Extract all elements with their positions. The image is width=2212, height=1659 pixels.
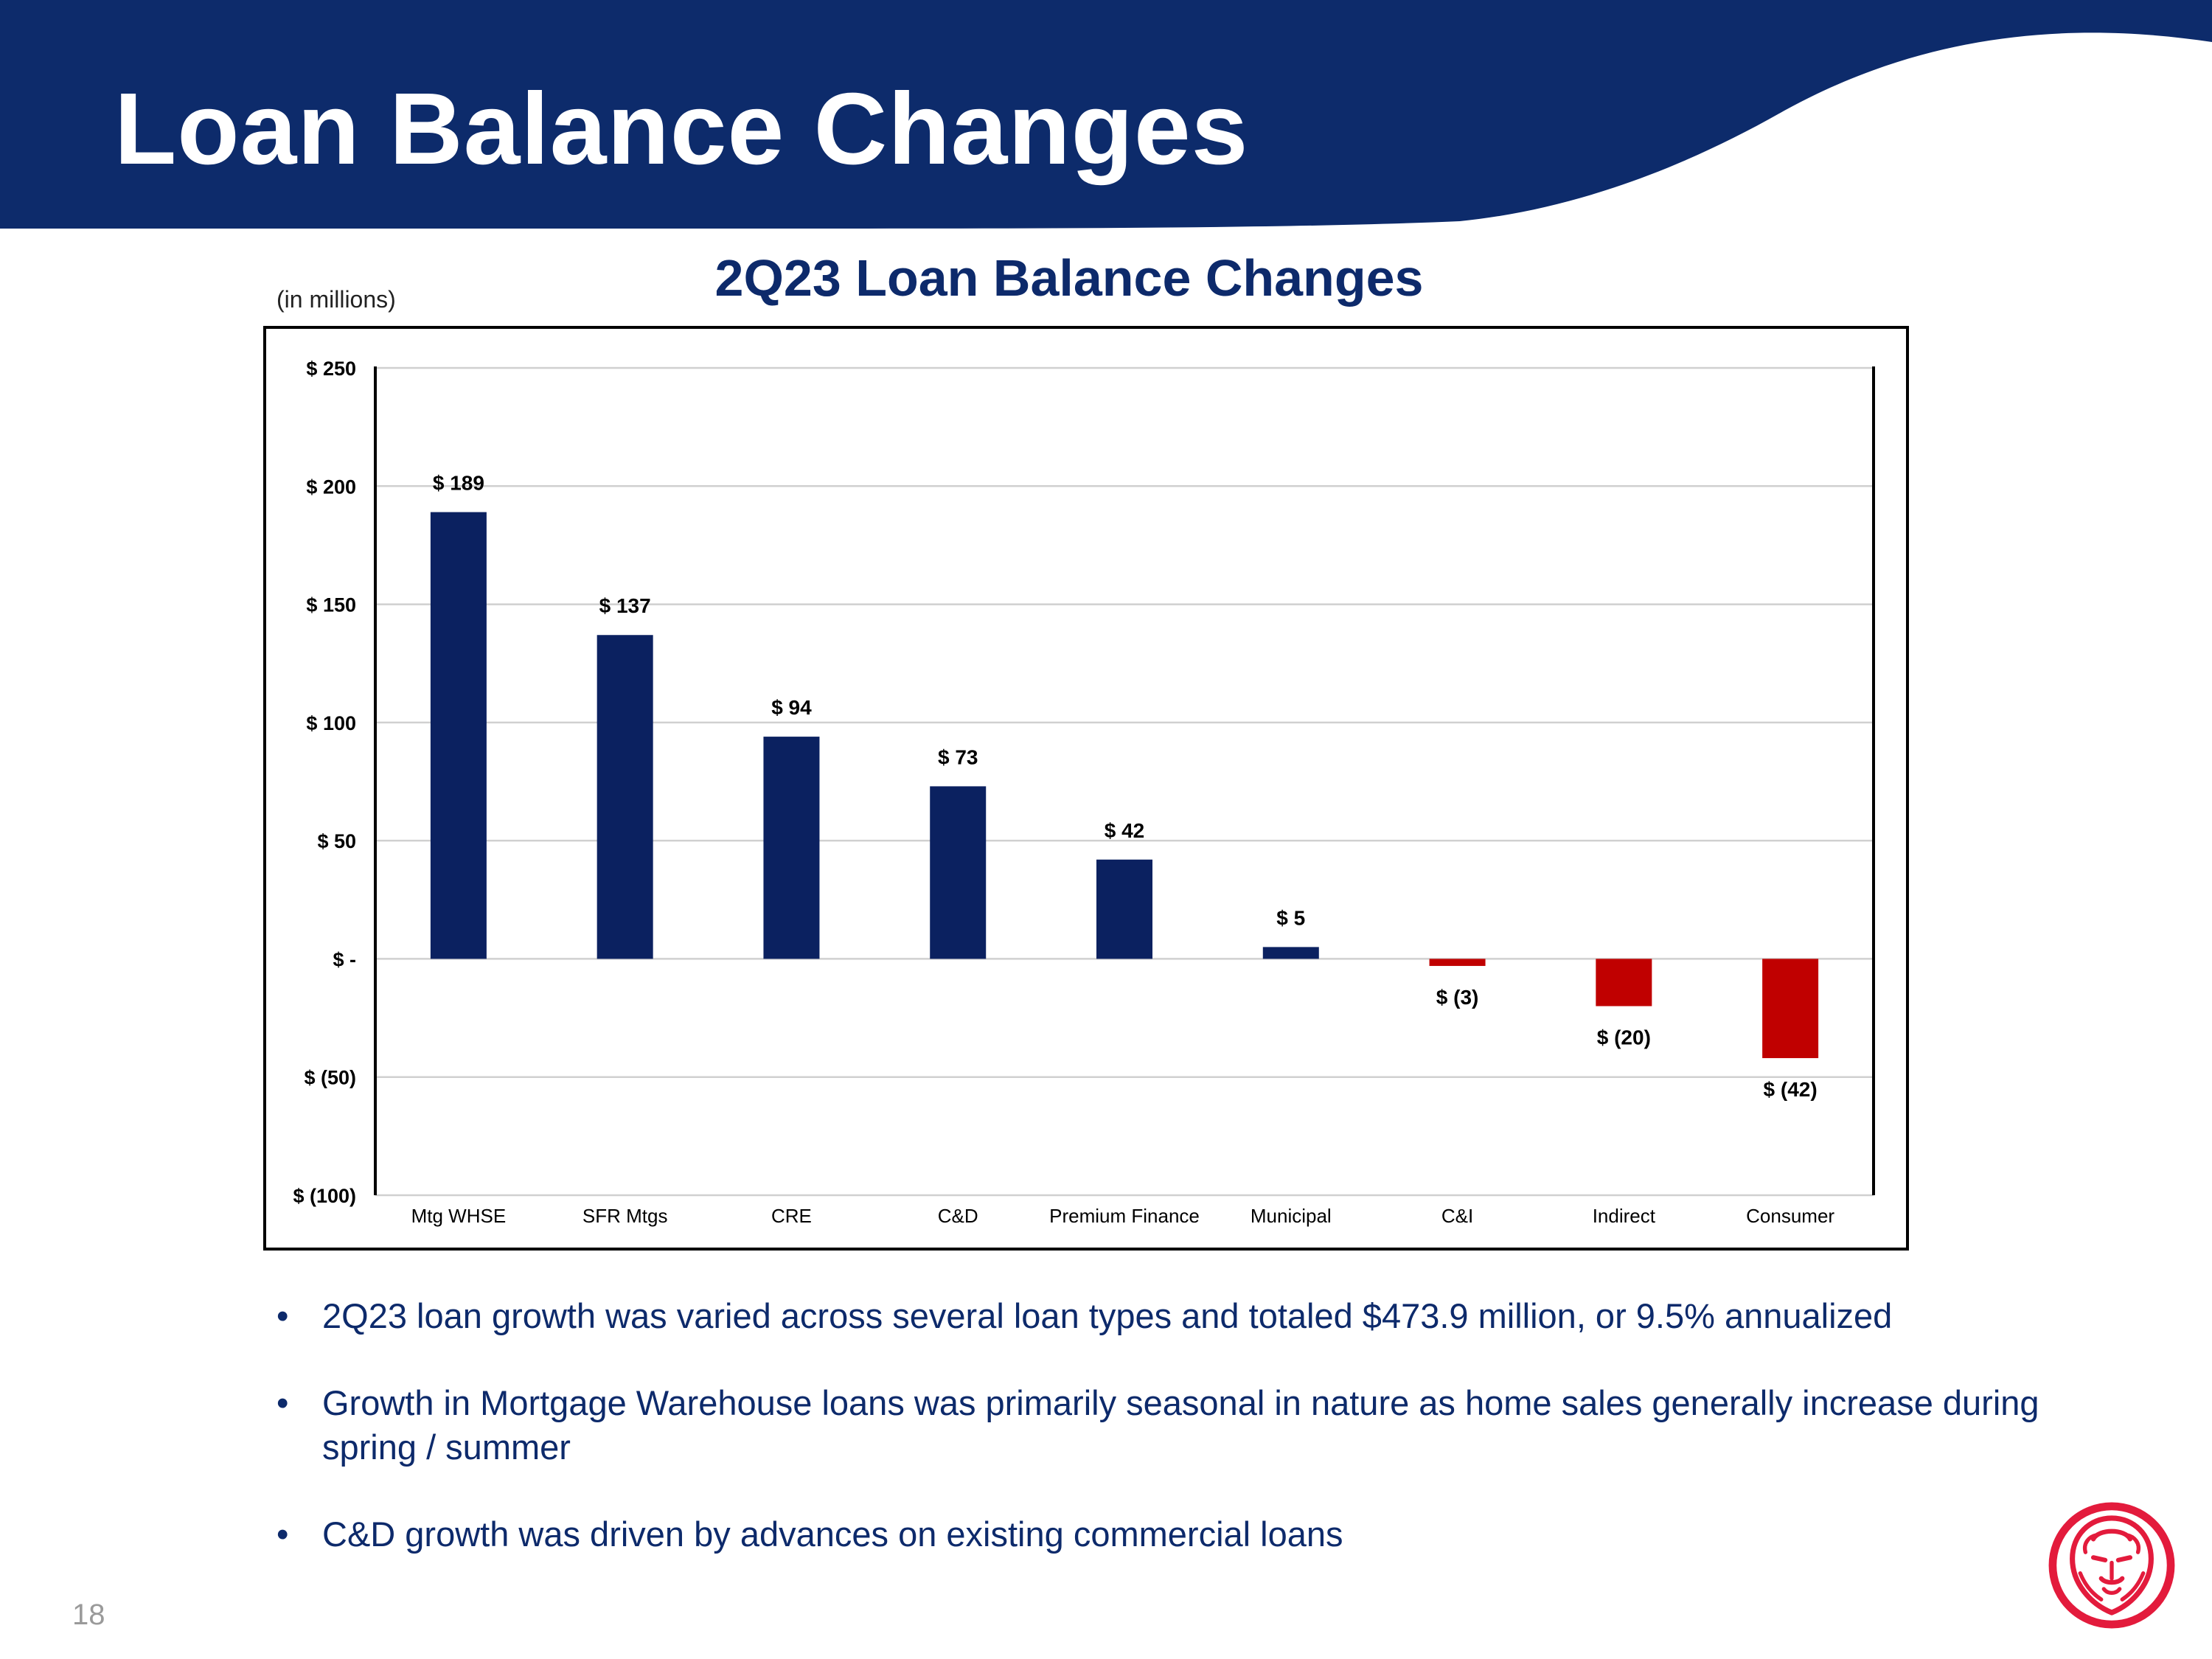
page-title: Loan Balance Changes xyxy=(114,72,1249,186)
header-band xyxy=(0,0,2212,229)
x-tick-label: Indirect xyxy=(1593,1205,1656,1227)
bar xyxy=(1096,859,1152,959)
data-label: $ (20) xyxy=(1597,1026,1651,1049)
bullet-list: • 2Q23 loan growth was varied across sev… xyxy=(273,1294,2042,1599)
bullet-text: C&D growth was driven by advances on exi… xyxy=(322,1514,1343,1554)
bullet-item: • Growth in Mortgage Warehouse loans was… xyxy=(273,1381,2042,1470)
x-tick-label: Municipal xyxy=(1251,1205,1332,1227)
x-tick-label: Consumer xyxy=(1746,1205,1834,1227)
bar xyxy=(597,635,653,959)
bar xyxy=(1762,959,1819,1059)
y-tick-label: $ 50 xyxy=(317,830,356,852)
x-tick-label: Premium Finance xyxy=(1049,1205,1200,1227)
data-label: $ (3) xyxy=(1436,986,1479,1009)
bullet-item: • C&D growth was driven by advances on e… xyxy=(273,1512,2042,1557)
y-tick-label: $ 150 xyxy=(306,594,356,616)
lion-head-logo-icon xyxy=(2048,1502,2175,1629)
data-label: $ 5 xyxy=(1276,906,1305,929)
chart-title: 2Q23 Loan Balance Changes xyxy=(714,249,1424,307)
units-note: (in millions) xyxy=(276,286,396,313)
bullet-marker: • xyxy=(276,1383,289,1422)
bullet-item: • 2Q23 loan growth was varied across sev… xyxy=(273,1294,2042,1338)
header-band-shape xyxy=(0,0,2212,229)
data-label: $ 94 xyxy=(771,696,812,719)
page-number: 18 xyxy=(72,1599,105,1631)
y-tick-label: $ 100 xyxy=(306,712,356,734)
bar xyxy=(930,786,987,959)
bullet-marker: • xyxy=(276,1296,289,1335)
data-label: $ 137 xyxy=(599,594,651,617)
y-tick-label: $ - xyxy=(333,948,356,970)
chart-frame: $ 250 $ 200 $ 150 $ 100 $ 50 $ - $ (50) $ (100)… xyxy=(263,326,1909,1251)
x-tick-label: C&I xyxy=(1441,1205,1473,1227)
y-tick-label: $ (50) xyxy=(304,1067,356,1089)
x-tick-label: C&D xyxy=(938,1205,978,1227)
bar-chart: $ 250 $ 200 $ 150 $ 100 $ 50 $ - $ (50) $ (100)… xyxy=(293,358,1875,1227)
y-tick-label: $ 250 xyxy=(306,358,356,380)
x-tick-label: Mtg WHSE xyxy=(411,1205,507,1227)
data-label: $ 73 xyxy=(938,745,978,768)
bullet-text: Growth in Mortgage Warehouse loans was p… xyxy=(322,1383,2039,1467)
bar xyxy=(1262,947,1319,959)
data-label: $ 42 xyxy=(1105,819,1145,842)
bullet-text: 2Q23 loan growth was varied across sever… xyxy=(322,1296,1893,1335)
y-tick-label: $ 200 xyxy=(306,476,356,498)
y-tick-label: $ (100) xyxy=(293,1185,356,1207)
data-label: $ 189 xyxy=(433,472,484,495)
bar xyxy=(1429,959,1486,967)
bar xyxy=(430,512,487,959)
x-tick-label: CRE xyxy=(771,1205,812,1227)
x-tick-label: SFR Mtgs xyxy=(582,1205,668,1227)
data-label: $ (42) xyxy=(1764,1078,1818,1101)
bullet-marker: • xyxy=(276,1514,289,1554)
bar xyxy=(763,737,820,959)
bar xyxy=(1596,959,1652,1006)
